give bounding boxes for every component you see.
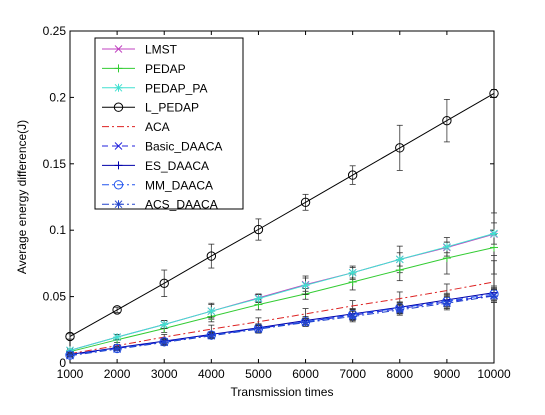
series-line — [69, 233, 495, 351]
legend: LMST PEDAP PEDAP_PA L_PEDAP ACA Basic_DAACA ES… — [94, 37, 244, 212]
legend-marker — [114, 200, 123, 209]
x-tick-label: 1000 — [57, 367, 84, 381]
data-point — [301, 281, 310, 290]
data-point — [113, 345, 122, 354]
data-point — [347, 170, 358, 180]
data-point — [395, 266, 404, 275]
legend-item-basic-daaca: Basic_DAACA — [102, 140, 222, 154]
data-point — [66, 351, 74, 360]
legend-item-lmst: LMST — [102, 43, 178, 57]
legend-marker — [114, 161, 123, 170]
x-axis-label: Transmission times — [231, 385, 334, 399]
data-point — [254, 294, 263, 303]
x-tick-label: 9000 — [434, 367, 461, 381]
legend-item-aca: ACA — [102, 120, 170, 134]
legend-item-mm-daaca: MM_DAACA — [102, 178, 213, 192]
legend-label: ACS_DAACA — [145, 198, 218, 212]
y-tick-label: 0.25 — [43, 24, 67, 38]
series-line — [69, 295, 495, 357]
legend-label: PEDAP — [145, 62, 186, 76]
legend-label: ES_DAACA — [145, 159, 209, 173]
legend-item-l-pedap: L_PEDAP — [102, 101, 199, 115]
data-point — [442, 299, 451, 308]
axis-ticks: 1000 2000 3000 4000 5000 6000 7000 8000 9000 1000… — [43, 24, 511, 381]
legend-label: LMST — [145, 43, 178, 57]
error-bar — [67, 333, 73, 340]
legend-marker — [114, 45, 123, 53]
legend-label: ACA — [145, 120, 170, 134]
series-line — [69, 292, 495, 355]
data-point — [300, 197, 311, 208]
series-line — [69, 293, 495, 356]
data-point — [490, 291, 498, 300]
y-axis-label: Average energy difference(J) — [15, 120, 29, 274]
x-tick-label: 7000 — [339, 367, 366, 381]
data-point — [348, 268, 357, 277]
x-tick-label: 5000 — [245, 367, 272, 381]
legend-item-es-daaca: ES_DAACA — [102, 159, 209, 173]
y-tick-label: 0.05 — [43, 290, 67, 304]
series-layer — [65, 88, 499, 360]
data-point — [442, 115, 452, 126]
x-tick-label: 10000 — [477, 367, 511, 381]
y-tick-label: 0.1 — [49, 223, 66, 237]
x-tick-label: 6000 — [292, 367, 319, 381]
y-tick-label: 0 — [59, 356, 66, 370]
data-point — [395, 305, 404, 314]
legend-label: MM_DAACA — [145, 178, 213, 192]
legend-label: Basic_DAACA — [145, 140, 222, 154]
data-point — [160, 320, 169, 329]
legend-item-acs-daaca: ACS_DAACA — [102, 198, 218, 212]
x-tick-label: 8000 — [386, 367, 413, 381]
legend-item-pedap-pa: PEDAP_PA — [102, 81, 207, 95]
data-point — [65, 331, 75, 342]
x-tick-label: 2000 — [104, 367, 131, 381]
data-point — [348, 312, 357, 321]
y-tick-label: 0.2 — [49, 90, 66, 104]
data-point — [490, 243, 498, 252]
legend-marker — [114, 83, 123, 92]
data-point — [254, 325, 263, 334]
legend-marker — [114, 64, 123, 73]
data-point — [490, 229, 498, 238]
series-pedap-pa — [66, 222, 498, 355]
legend-label: PEDAP_PA — [145, 81, 207, 95]
legend-item-pedap: PEDAP — [102, 62, 186, 76]
data-point — [253, 224, 264, 235]
y-tick-label: 0.15 — [43, 157, 67, 171]
series-line — [69, 92, 495, 337]
data-point — [395, 255, 404, 264]
series-line — [69, 281, 495, 355]
data-point — [207, 331, 216, 340]
data-point — [207, 307, 216, 316]
data-point — [160, 338, 169, 347]
series-l-pedap — [65, 88, 499, 342]
legend-marker — [113, 102, 124, 112]
x-tick-label: 4000 — [198, 367, 225, 381]
data-point — [301, 318, 310, 327]
series-acs-daaca — [66, 288, 498, 360]
data-point — [112, 305, 122, 315]
data-point — [206, 251, 217, 261]
data-point — [159, 278, 169, 289]
data-point — [442, 242, 451, 251]
legend-label: L_PEDAP — [145, 101, 199, 115]
legend-marker — [113, 180, 124, 190]
legend-marker — [114, 142, 123, 150]
data-point — [489, 88, 499, 99]
x-tick-label: 3000 — [151, 367, 178, 381]
data-point — [113, 333, 122, 342]
series-line — [69, 247, 495, 353]
data-point — [395, 143, 405, 153]
